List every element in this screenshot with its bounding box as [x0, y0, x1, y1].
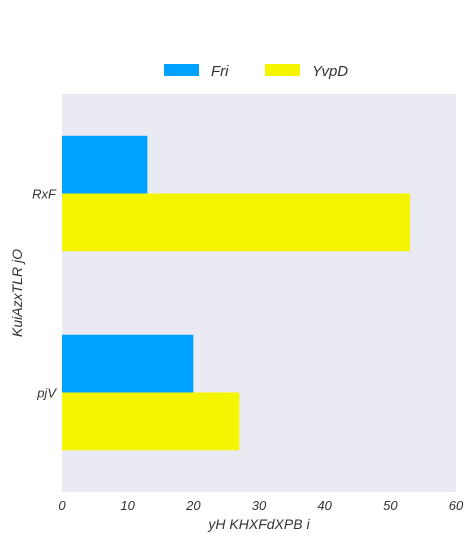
legend: Fri YvpD — [164, 63, 348, 80]
x-tick-label-20: 20 — [185, 498, 201, 513]
y-tick-label-pjv: pjV — [36, 386, 57, 401]
bar-fri-pjv — [62, 334, 194, 393]
bar-yvpd-rxf — [62, 193, 411, 252]
x-tick-label-30: 30 — [252, 498, 267, 513]
x-tick-label-50: 50 — [383, 498, 398, 513]
legend-label-fri: Fri — [211, 63, 229, 80]
legend-label-yvpd: YvpD — [312, 63, 348, 80]
legend-swatch-fri — [164, 64, 199, 76]
bar-fri-rxf — [62, 135, 148, 194]
x-tick-labels: 0 10 20 30 40 50 60 — [58, 498, 464, 513]
bars-group — [62, 135, 411, 451]
y-tick-labels: RxF pjV — [32, 187, 57, 401]
y-tick-label-rxf: RxF — [32, 187, 57, 202]
x-tick-label-60: 60 — [449, 498, 464, 513]
x-tick-label-0: 0 — [58, 498, 66, 513]
bar-yvpd-pjv — [62, 392, 240, 451]
y-axis-label: KuiAzxTLR jO — [9, 249, 25, 337]
x-tick-label-10: 10 — [120, 498, 135, 513]
x-axis-label: yH KHXFdXPB i — [207, 516, 310, 532]
legend-swatch-yvpd — [265, 64, 300, 76]
x-tick-label-40: 40 — [317, 498, 332, 513]
